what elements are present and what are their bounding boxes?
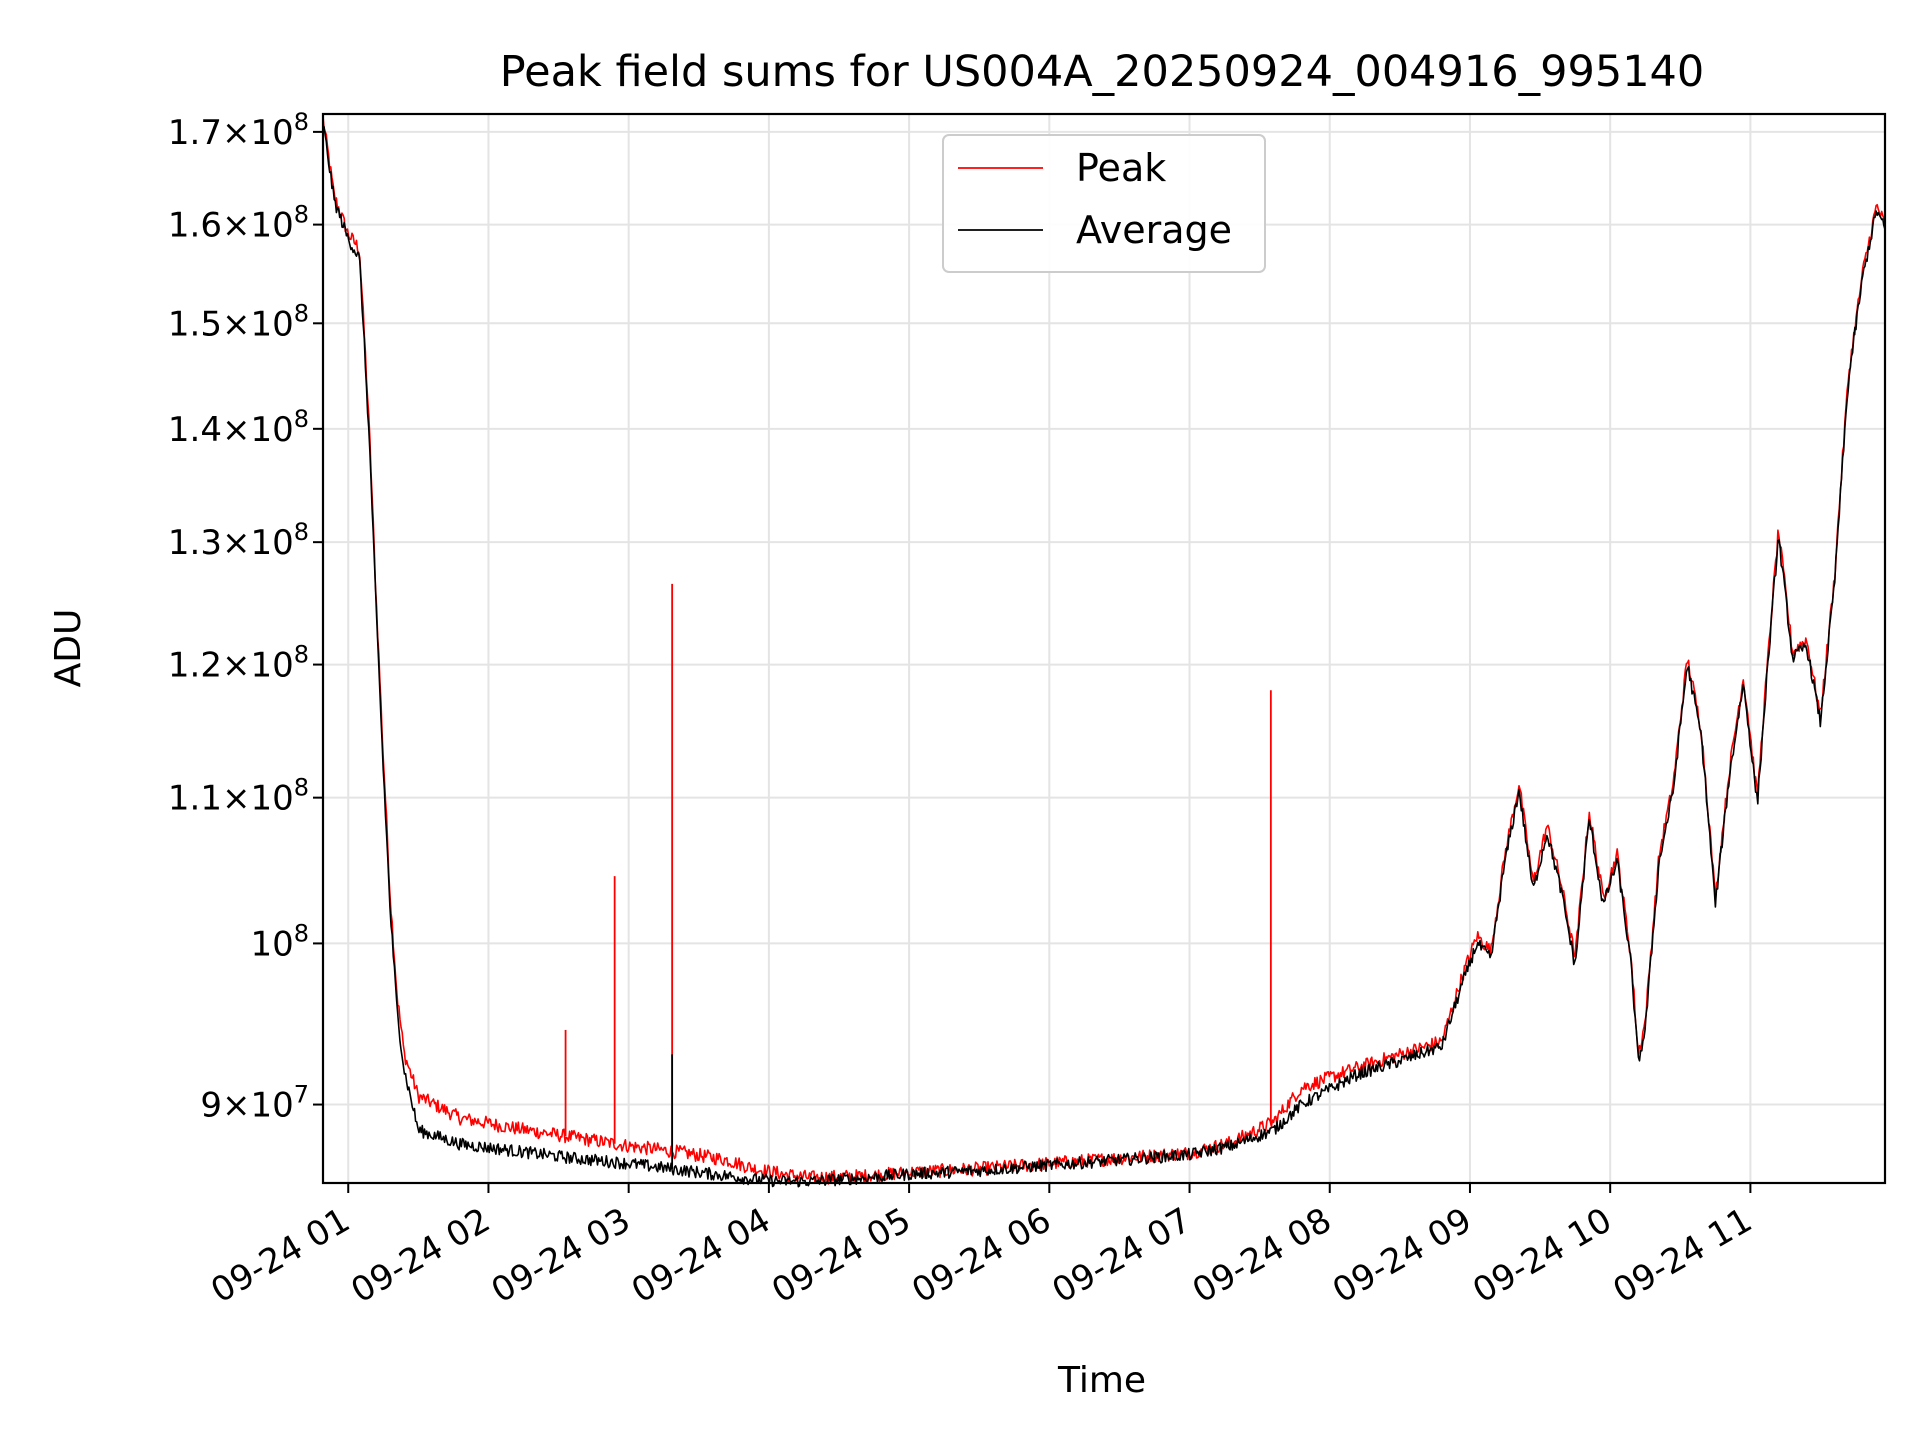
y-tick-label: 1.6×108 <box>168 201 309 246</box>
y-tick-label: 1.5×108 <box>168 299 309 344</box>
y-tick-label: 1.4×108 <box>168 405 309 450</box>
chart-title: Peak field sums for US004A_20250924_0049… <box>500 47 1705 97</box>
legend-box <box>942 134 1266 273</box>
series-line-peak <box>322 116 1886 1185</box>
y-tick-label: 1.2×108 <box>168 641 309 686</box>
y-tick-label: 9×107 <box>200 1081 309 1126</box>
legend-label-peak: Peak <box>1076 146 1166 190</box>
grid <box>323 114 1885 1183</box>
x-axis-label: Time <box>1057 1360 1146 1401</box>
y-tick-label: 1.3×108 <box>168 518 309 563</box>
y-tick-label: 1.1×108 <box>168 774 309 819</box>
series-layer <box>322 116 1886 1188</box>
y-tick-label: 1.7×108 <box>168 108 309 153</box>
y-axis-label: ADU <box>48 609 89 688</box>
y-tick-label: 108 <box>250 919 309 964</box>
legend: Peak Average <box>942 134 1266 273</box>
series-line-average <box>322 124 1886 1188</box>
plot-frame <box>321 112 1887 1185</box>
legend-label-average: Average <box>1076 208 1232 252</box>
y-axis: 9×107 108 1.1×108 1.2×108 1.3×108 1.4×108 1.5×… <box>168 108 323 1126</box>
